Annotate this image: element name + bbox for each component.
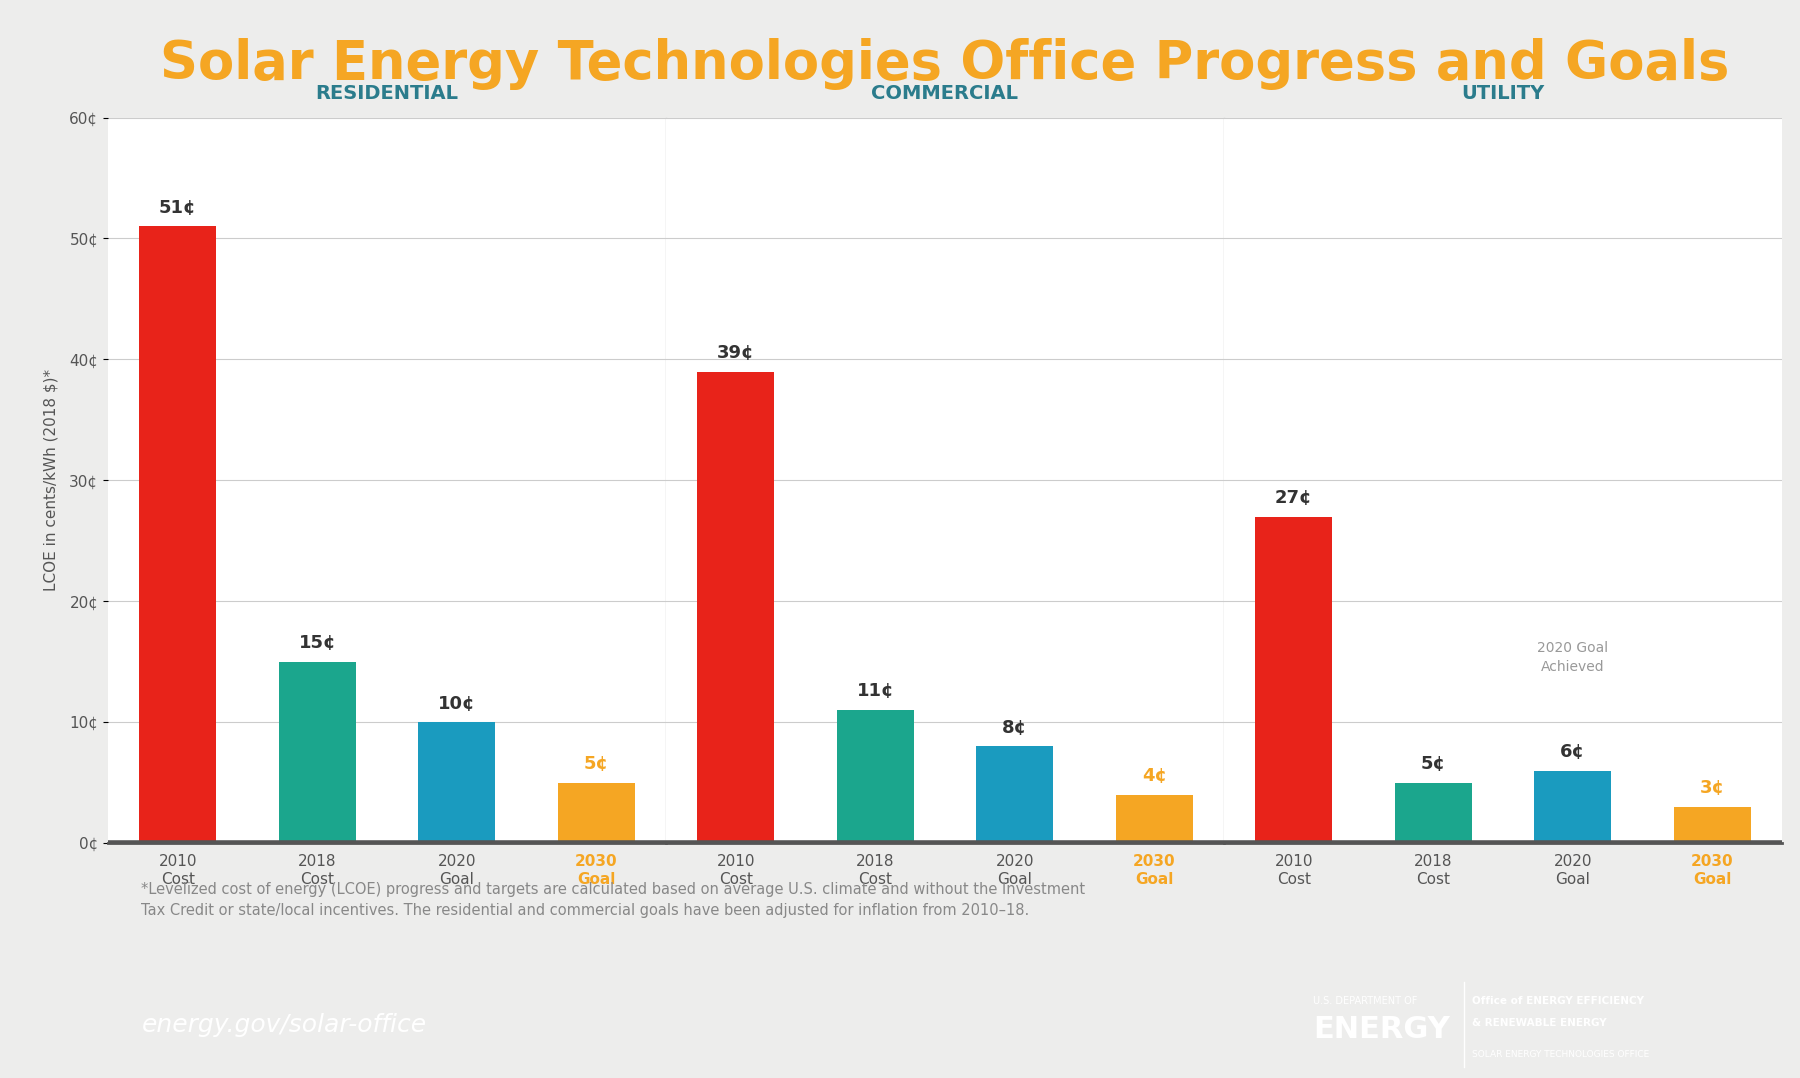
- Bar: [139, 226, 216, 843]
- Text: ENERGY: ENERGY: [1314, 1015, 1451, 1045]
- Text: 4¢: 4¢: [1141, 768, 1166, 785]
- Text: Solar Energy Technologies Office Progress and Goals: Solar Energy Technologies Office Progres…: [160, 38, 1730, 91]
- Text: 6¢: 6¢: [1561, 743, 1586, 761]
- Text: 2020 Goal
Achieved: 2020 Goal Achieved: [1537, 641, 1609, 674]
- Text: 39¢: 39¢: [716, 344, 754, 362]
- Bar: [1395, 783, 1472, 843]
- Bar: [1255, 516, 1332, 843]
- Bar: [837, 710, 914, 843]
- Text: 8¢: 8¢: [1003, 719, 1028, 736]
- Bar: [1674, 807, 1751, 843]
- Text: 27¢: 27¢: [1274, 489, 1312, 507]
- Bar: [697, 372, 774, 843]
- Text: UTILITY: UTILITY: [1462, 84, 1544, 103]
- Bar: [976, 746, 1053, 843]
- Text: 5¢: 5¢: [583, 755, 608, 773]
- Bar: [1534, 771, 1611, 843]
- Text: 10¢: 10¢: [437, 694, 475, 713]
- Y-axis label: LCOE in cents/kWh (2018 $)*: LCOE in cents/kWh (2018 $)*: [43, 370, 58, 592]
- Text: energy.gov/solar-office: energy.gov/solar-office: [142, 1012, 427, 1037]
- Bar: [558, 783, 635, 843]
- Text: Office of ENERGY EFFICIENCY: Office of ENERGY EFFICIENCY: [1472, 996, 1645, 1006]
- Text: 11¢: 11¢: [857, 682, 895, 701]
- Text: 5¢: 5¢: [1420, 755, 1445, 773]
- Text: RESIDENTIAL: RESIDENTIAL: [315, 84, 459, 103]
- Text: SOLAR ENERGY TECHNOLOGIES OFFICE: SOLAR ENERGY TECHNOLOGIES OFFICE: [1472, 1050, 1649, 1059]
- Text: 3¢: 3¢: [1699, 779, 1724, 798]
- Text: 15¢: 15¢: [299, 634, 337, 652]
- Bar: [418, 722, 495, 843]
- Text: 51¢: 51¢: [158, 198, 196, 217]
- Bar: [1116, 794, 1193, 843]
- Bar: [279, 662, 356, 843]
- Text: U.S. DEPARTMENT OF: U.S. DEPARTMENT OF: [1314, 996, 1418, 1006]
- Text: & RENEWABLE ENERGY: & RENEWABLE ENERGY: [1472, 1018, 1607, 1027]
- Text: COMMERCIAL: COMMERCIAL: [871, 84, 1019, 103]
- Text: *Levelized cost of energy (LCOE) progress and targets are calculated based on av: *Levelized cost of energy (LCOE) progres…: [142, 882, 1085, 917]
